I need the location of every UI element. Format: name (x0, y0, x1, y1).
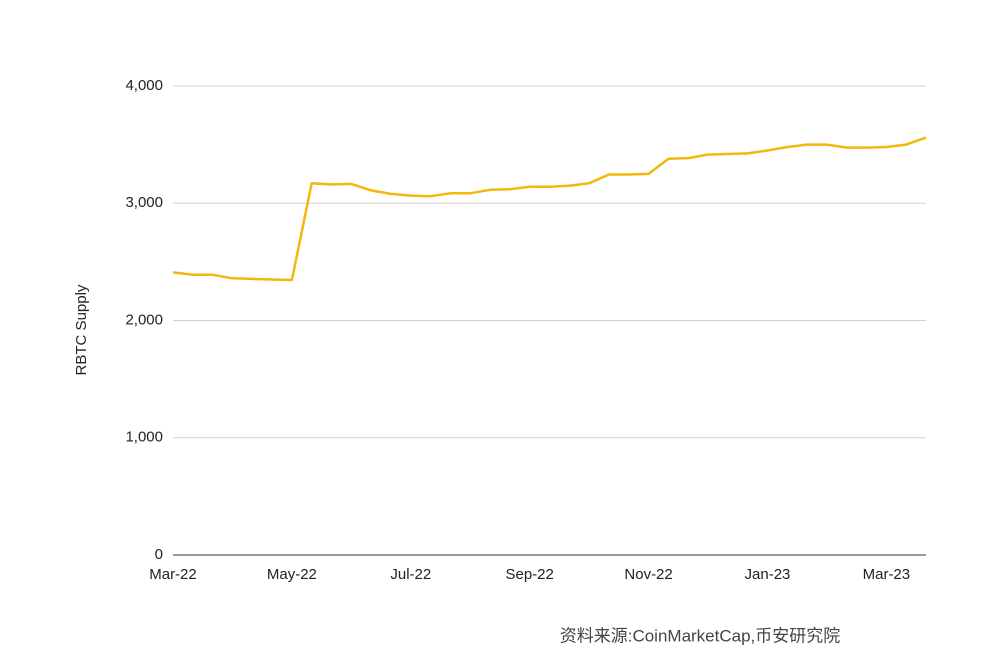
y-tick-label: 0 (155, 546, 163, 563)
x-tick-label: Sep-22 (505, 566, 553, 583)
y-tick-label: 4,000 (125, 77, 163, 94)
x-tick-label: Jul-22 (390, 566, 431, 583)
x-tick-label: Nov-22 (624, 566, 672, 583)
x-tick-label: Mar-22 (149, 566, 197, 583)
y-tick-label: 2,000 (125, 311, 163, 328)
data-line (172, 136, 927, 282)
y-axis-label: RBTC Supply (73, 284, 90, 375)
y-tick-label: 1,000 (125, 429, 163, 446)
x-tick-label: Jan-23 (745, 566, 791, 583)
source-note: 资料来源:CoinMarketCap,币安研究院 (560, 626, 841, 645)
y-tick-label: 3,000 (125, 194, 163, 211)
x-tick-label: May-22 (267, 566, 317, 583)
x-tick-label: Mar-23 (863, 566, 911, 583)
